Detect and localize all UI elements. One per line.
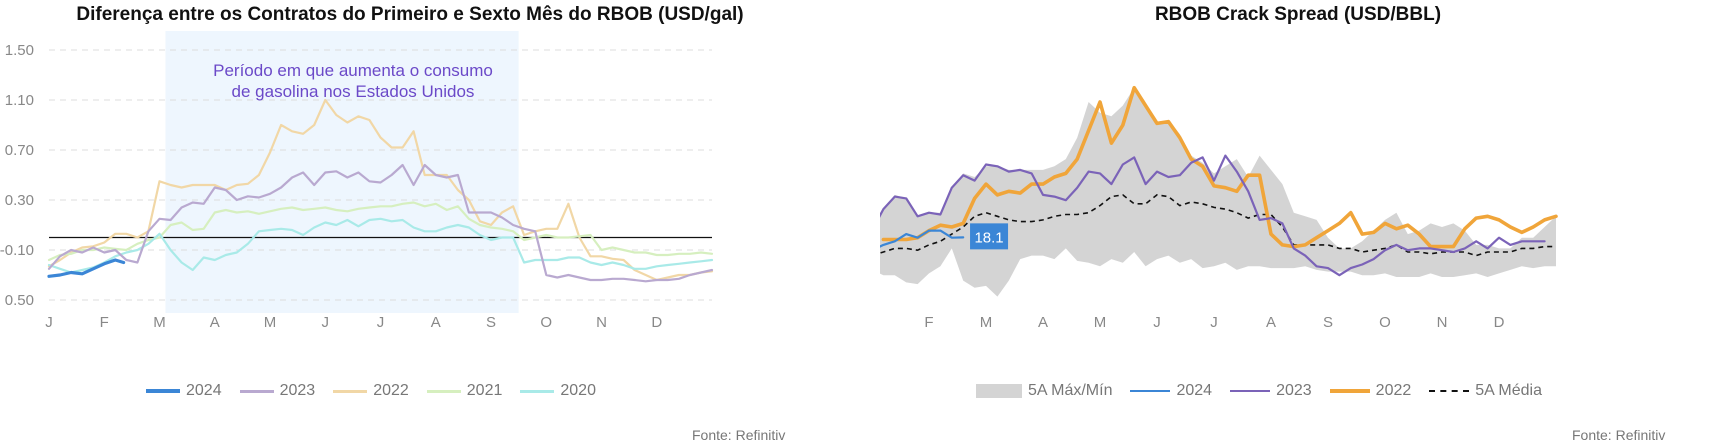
legend-label: 2022 <box>373 382 409 399</box>
annotation-line-1: Período em que aumenta o consumo <box>213 61 493 80</box>
legend-swatch <box>1230 390 1271 392</box>
legend-item-2020: 2020 <box>520 382 596 400</box>
x-tick-label: O <box>1379 314 1391 331</box>
legend-swatch <box>426 389 461 393</box>
legend-item-2023: 2023 <box>239 382 316 400</box>
legend-label: 5A Média <box>1475 382 1542 399</box>
series-line-2022 <box>881 85 1558 249</box>
y-tick-label: -0.10 <box>0 242 34 259</box>
chart-left-legend: 2024 2023 2022 2021 2020 <box>146 382 614 400</box>
legend-swatch <box>1329 389 1370 393</box>
legend-item: 2022 <box>1329 382 1412 400</box>
legend-item: 5A Máx/Mín <box>976 382 1112 400</box>
legend-swatch <box>1429 390 1470 392</box>
legend-item: 5A Média <box>1429 382 1542 400</box>
y-tick-label: 1.50 <box>5 42 34 59</box>
series-line-5a-media <box>880 194 1556 257</box>
x-tick-label: M <box>1094 314 1107 331</box>
x-tick-label: M <box>264 314 277 331</box>
chart-right-legend: 5A Máx/Mín 2024 2023 2022 5A Média <box>976 382 1560 400</box>
x-tick-label: S <box>1323 314 1333 331</box>
y-tick-label: 1.10 <box>5 92 34 109</box>
series-line-2023 <box>47 163 714 283</box>
legend-swatch <box>976 384 1022 398</box>
y-tick-label: 0.30 <box>5 192 34 209</box>
legend-label: 2023 <box>279 382 316 399</box>
x-tick-label: J <box>1153 314 1161 331</box>
legend-item-2021: 2021 <box>426 382 503 400</box>
legend-swatch <box>333 389 368 393</box>
chart-left-plot: 1.50 1.10 0.70 0.30 -0.10 0.50 J F M A M J J A S O N D Per… <box>0 31 714 331</box>
series-line-2024 <box>47 258 126 278</box>
x-tick-label: D <box>651 314 662 331</box>
legend-item-2024: 2024 <box>146 382 222 400</box>
legend-label: 2020 <box>560 382 596 399</box>
legend-label: 2024 <box>186 382 222 399</box>
legend-label: 2021 <box>466 382 503 399</box>
legend-item: 2024 <box>1130 382 1212 400</box>
highlight-region <box>165 31 519 313</box>
legend-label: 2023 <box>1276 382 1312 399</box>
legend-label: 2022 <box>1375 382 1412 399</box>
x-tick-label: M <box>153 314 166 331</box>
chart-right-title: RBOB Crack Spread (USD/BBL) <box>1154 4 1442 25</box>
x-tick-label: A <box>1038 314 1048 331</box>
data-label-box <box>970 223 1009 250</box>
chart-right-plot: 706050403020100JFMAMJJASOND18.1 <box>880 85 1558 331</box>
chart-left: Diferença entre os Contratos do Primeiro… <box>0 0 820 448</box>
x-tick-label: D <box>1494 314 1505 331</box>
x-tick-label: F <box>100 314 109 331</box>
x-tick-label: F <box>924 314 933 331</box>
x-tick-label: J <box>377 314 385 331</box>
chart-left-source: Fonte: Refinitiv <box>692 427 786 443</box>
legend-item: 2023 <box>1230 382 1312 400</box>
x-tick-label: J <box>322 314 330 331</box>
legend-swatch <box>1130 390 1171 392</box>
legend-swatch <box>520 389 555 393</box>
x-tick-label: J <box>45 314 53 331</box>
chart-right-source: Fonte: Refinitiv <box>1572 427 1666 443</box>
data-label-value: 18.1 <box>974 229 1003 246</box>
x-tick-label: A <box>431 314 441 331</box>
annotation-line-2: de gasolina nos Estados Unidos <box>232 82 475 101</box>
x-tick-label: O <box>540 314 552 331</box>
x-tick-label: M <box>980 314 993 331</box>
band-max-min <box>880 87 1556 297</box>
series-line-2022 <box>47 98 714 282</box>
y-tick-label: 0.70 <box>5 142 34 159</box>
series-line-2021 <box>47 201 714 262</box>
x-tick-label: A <box>1266 314 1276 331</box>
chart-left-title: Diferença entre os Contratos do Primeiro… <box>76 4 744 25</box>
x-tick-label: N <box>596 314 607 331</box>
x-tick-label: J <box>1210 314 1218 331</box>
x-tick-label: S <box>486 314 496 331</box>
y-tick-label: 0.50 <box>5 292 34 309</box>
series-line-2020 <box>47 217 714 274</box>
x-tick-label: A <box>210 314 220 331</box>
legend-label: 2024 <box>1176 382 1213 399</box>
legend-item-2022: 2022 <box>333 382 409 400</box>
chart-right: RBOB Crack Spread (USD/BBL) 706050403020… <box>880 0 1724 448</box>
series-line-2023 <box>880 154 1546 277</box>
legend-swatch <box>146 389 180 393</box>
legend-swatch <box>239 389 274 393</box>
x-tick-label: N <box>1437 314 1448 331</box>
legend-label: 5A Máx/Mín <box>1028 382 1113 399</box>
series-line-2024 <box>880 229 965 248</box>
